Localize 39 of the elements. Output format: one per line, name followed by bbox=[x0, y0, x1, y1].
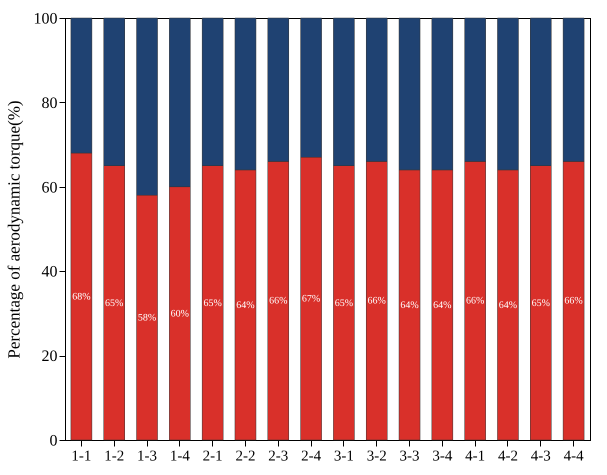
x-tick-label: 1-3 bbox=[137, 448, 158, 464]
data-label: 65% bbox=[105, 298, 124, 309]
x-tick-label: 4-2 bbox=[498, 448, 518, 464]
data-label: 67% bbox=[302, 294, 320, 305]
y-tick-label: 0 bbox=[50, 432, 58, 450]
x-tick-label: 3-3 bbox=[400, 448, 420, 464]
data-label: 64% bbox=[498, 300, 518, 311]
x-tick-label: 1-4 bbox=[170, 448, 190, 464]
y-tick-label: 20 bbox=[42, 348, 58, 366]
x-tick-label: 3-1 bbox=[334, 448, 354, 464]
y-tick-label: 60 bbox=[42, 179, 58, 196]
data-label: 64% bbox=[236, 300, 255, 311]
x-tick-label: 1-1 bbox=[71, 448, 92, 464]
x-tick-label: 2-3 bbox=[268, 448, 288, 464]
x-tick-label: 2-1 bbox=[202, 448, 223, 464]
data-label: 60% bbox=[170, 308, 190, 320]
y-tick-label: 40 bbox=[42, 264, 58, 281]
y-tick-label: 100 bbox=[34, 10, 58, 28]
x-tick-label: 1-2 bbox=[104, 448, 124, 464]
x-tick-label: 2-2 bbox=[235, 448, 256, 464]
data-label: 66% bbox=[564, 296, 583, 307]
data-label: 66% bbox=[466, 296, 484, 307]
y-axis-title: Percentage of aerodynamic torque(%) bbox=[4, 100, 24, 359]
data-label: 68% bbox=[72, 292, 91, 303]
x-tick-label: 3-2 bbox=[366, 448, 387, 464]
data-label: 64% bbox=[433, 300, 452, 311]
data-label: 66% bbox=[269, 296, 288, 307]
y-tick-label: 80 bbox=[42, 94, 58, 112]
x-tick-label: 4-4 bbox=[564, 448, 584, 464]
x-tick-label: 3-4 bbox=[432, 448, 453, 464]
data-label: 65% bbox=[203, 298, 222, 309]
data-label: 65% bbox=[532, 298, 550, 309]
data-label: 64% bbox=[400, 300, 419, 311]
x-tick-label: 4-1 bbox=[465, 448, 486, 464]
x-tick-label: 2-4 bbox=[301, 448, 322, 464]
x-tick-label: 4-3 bbox=[530, 448, 551, 464]
data-label: 66% bbox=[368, 296, 386, 307]
data-label: 58% bbox=[138, 312, 156, 324]
data-label: 65% bbox=[334, 298, 354, 309]
